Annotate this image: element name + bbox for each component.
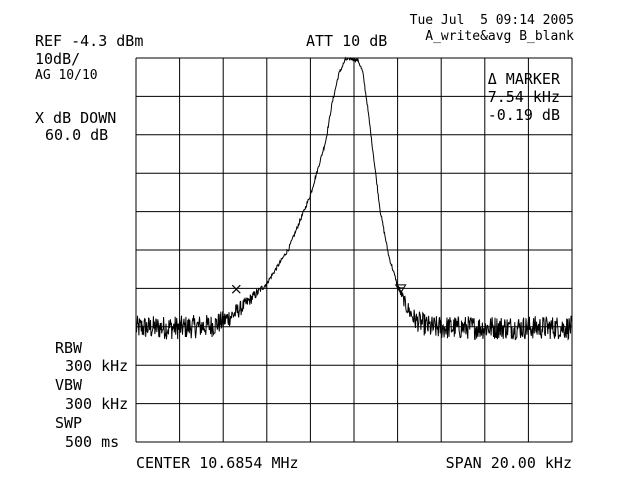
averaging-count: AG 10/10 [35, 68, 98, 83]
rbw-label: RBW [55, 339, 83, 357]
scale-per-division: 10dB/ [35, 50, 81, 68]
rbw-value: 300 kHz [65, 357, 129, 375]
marker-title: Δ MARKER [487, 70, 560, 88]
attenuation: ATT 10 dB [306, 32, 388, 50]
graticule [135, 57, 573, 443]
spectrum-trace [135, 56, 573, 341]
x-db-down-label: X dB DOWN [35, 109, 117, 127]
trace-mode: A_write&avg B_blank [425, 29, 574, 44]
delta-marker [394, 284, 407, 294]
x-db-down-value: 60.0 dB [45, 126, 109, 144]
reference-level: REF -4.3 dBm [35, 32, 144, 50]
marker-delta-frequency: 7.54 kHz [487, 88, 560, 106]
marker-delta-amplitude: -0.19 dB [487, 106, 560, 124]
reference-marker [231, 284, 241, 294]
vbw-value: 300 kHz [65, 395, 129, 413]
sweep-label: SWP [55, 414, 83, 432]
marker-layer [231, 284, 407, 294]
timestamp: Tue Jul 5 09:14 2005 [409, 13, 574, 28]
sweep-value: 500 ms [65, 433, 120, 451]
frequency-span: SPAN 20.00 kHz [445, 454, 572, 472]
center-frequency: CENTER 10.6854 MHz [136, 454, 299, 472]
vbw-label: VBW [55, 376, 83, 394]
